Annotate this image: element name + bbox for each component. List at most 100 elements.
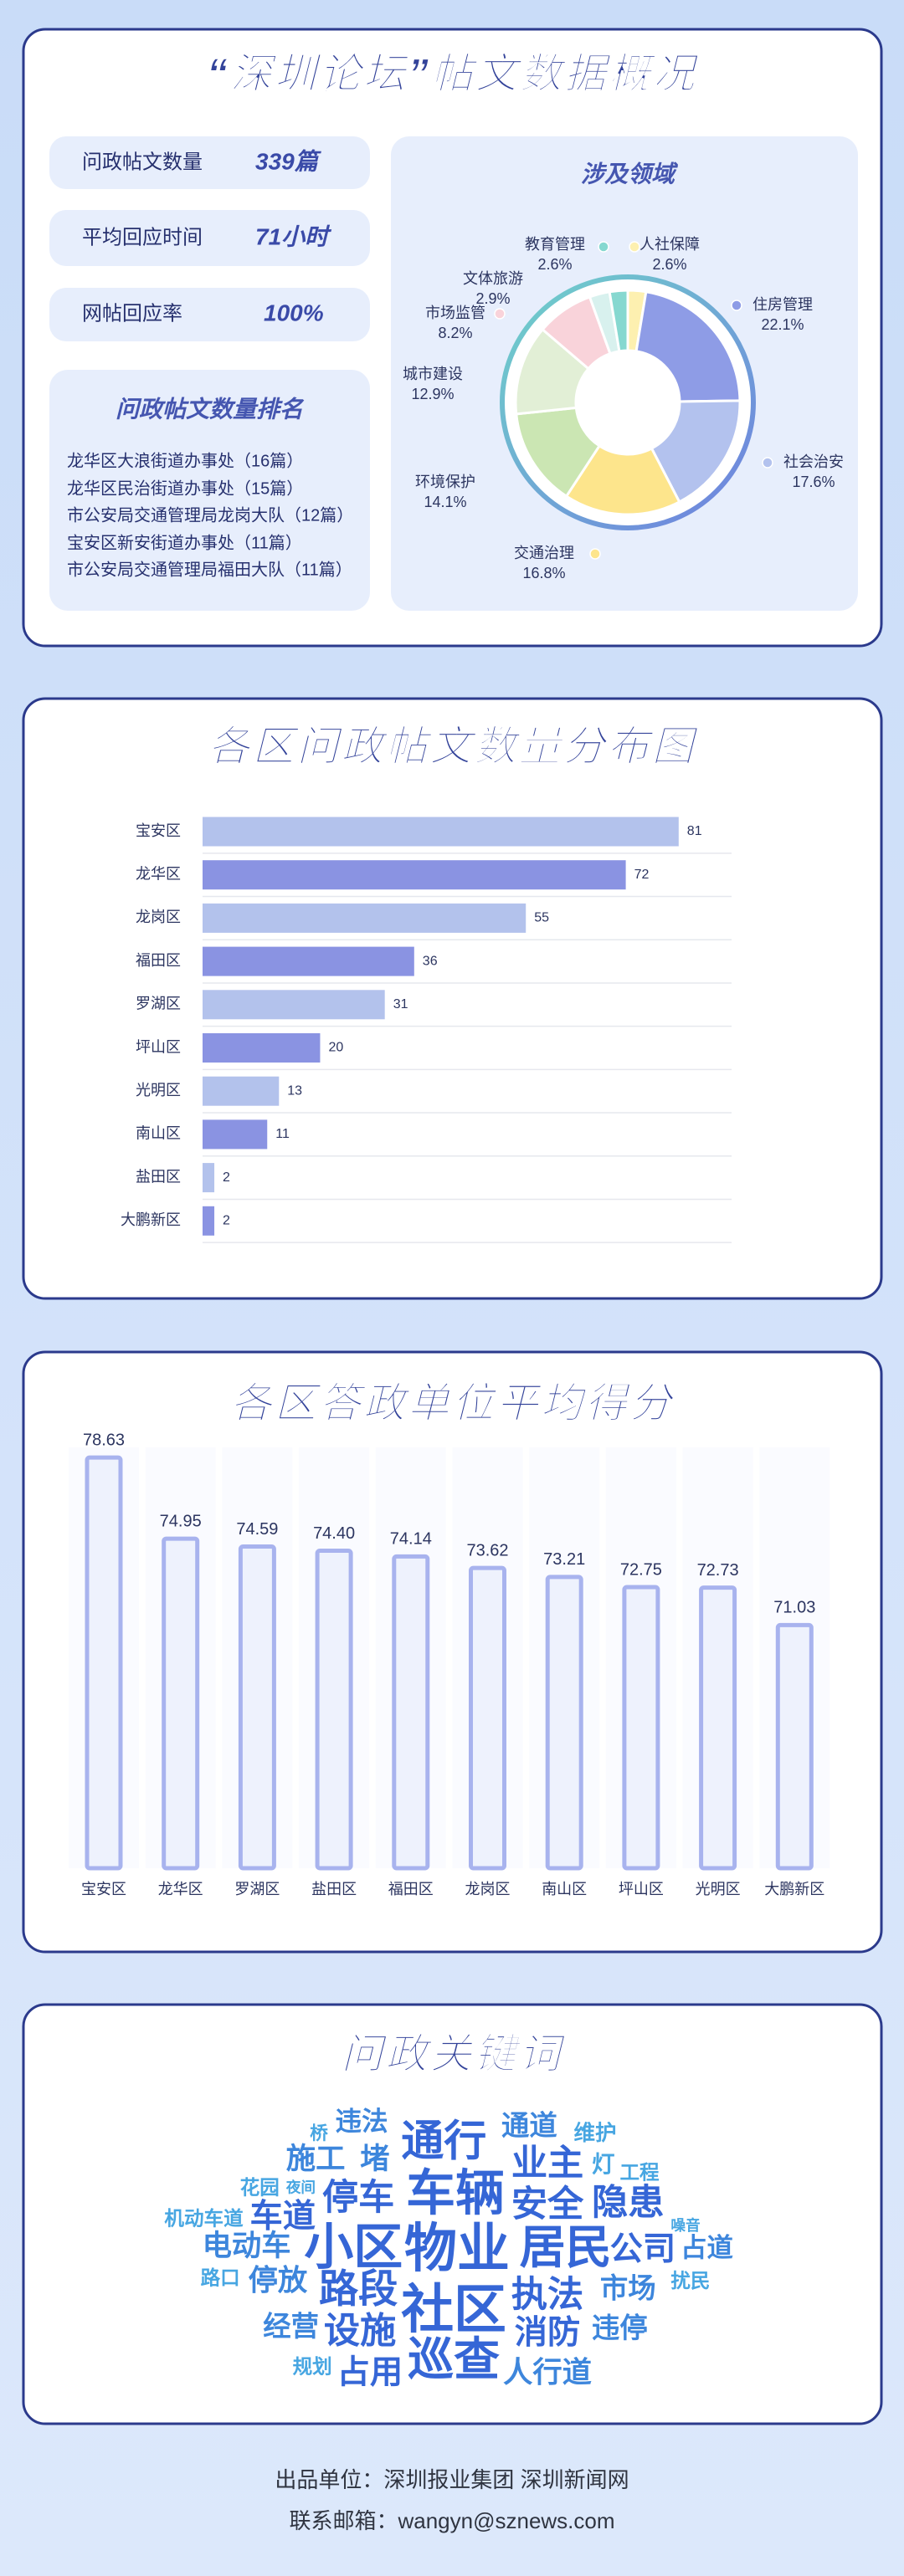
- stat-box: [49, 136, 370, 189]
- bar: [203, 1163, 215, 1193]
- bar: [85, 1455, 123, 1871]
- label-dot: [731, 300, 742, 311]
- keyword: 人行道: [503, 2356, 592, 2389]
- data-label: 73.62: [466, 1541, 508, 1559]
- stat-value: 100%: [264, 300, 324, 325]
- bar: [203, 1206, 215, 1236]
- bar: [203, 903, 526, 933]
- pie-value-label: 17.6%: [792, 474, 835, 490]
- keyword: 社区: [401, 2281, 506, 2339]
- keyword: 噪音: [670, 2216, 701, 2234]
- data-label: 11: [275, 1127, 290, 1141]
- keyword: 路段: [319, 2266, 398, 2311]
- pie-slice: [564, 443, 681, 516]
- data-label: 13: [287, 1083, 302, 1098]
- x-tick-label: 光明区: [696, 1881, 741, 1897]
- x-tick-label: 盐田区: [311, 1881, 357, 1897]
- pie-value-label: 2.6%: [652, 256, 686, 273]
- keyword: 夜间: [285, 2179, 316, 2196]
- bar: [162, 1536, 200, 1871]
- y-tick-label: 盐田区: [136, 1168, 181, 1185]
- data-label: 2: [223, 1170, 230, 1185]
- keyword: 安全: [511, 2184, 584, 2225]
- keyword: 消防: [515, 2314, 581, 2351]
- x-tick-label: 福田区: [388, 1881, 434, 1897]
- pie-label: 住房管理: [752, 296, 813, 313]
- ranking-item: 龙华区大浪街道办事处（16篇）: [67, 451, 303, 470]
- data-label: 71.03: [773, 1599, 815, 1617]
- pie-slice: [608, 289, 629, 353]
- data-label: 72.73: [697, 1561, 739, 1580]
- keyword: 执法: [511, 2275, 583, 2315]
- keyword: 扰民: [670, 2270, 710, 2292]
- ranking-box: [49, 370, 370, 611]
- keyword: 规划: [293, 2355, 332, 2377]
- bar: [622, 1585, 660, 1871]
- y-tick-label: 大鹏新区: [121, 1211, 181, 1228]
- stat-box: [49, 288, 370, 341]
- data-label: 74.14: [390, 1530, 432, 1549]
- data-label: 78.63: [83, 1431, 125, 1449]
- pie-value-label: 16.8%: [522, 565, 565, 581]
- pie-label: 人社保障: [639, 236, 700, 253]
- keyword: 居民: [520, 2221, 612, 2273]
- keyword: 占道: [681, 2233, 733, 2262]
- keyword: 设施: [324, 2311, 396, 2351]
- label-dot: [494, 308, 506, 320]
- bar: [203, 1076, 280, 1106]
- keyword: 市场: [600, 2273, 656, 2305]
- data-label: 2: [223, 1214, 230, 1228]
- ranking-item: 市公安局交通管理局龙岗大队（12篇）: [67, 505, 353, 525]
- stat-value: 339篇: [255, 148, 322, 174]
- pie-slice: [634, 290, 742, 403]
- data-label: 73.21: [543, 1550, 585, 1569]
- chart-title: 各区问政帖文数量分布图: [208, 723, 700, 770]
- pie-label: 教育管理: [525, 236, 585, 253]
- x-tick-label: 罗湖区: [234, 1881, 280, 1897]
- label-dot: [589, 548, 601, 560]
- y-tick-label: 龙华区: [136, 865, 181, 882]
- x-tick-label: 龙华区: [158, 1881, 203, 1897]
- keyword: 工程: [619, 2162, 660, 2184]
- bar: [203, 990, 385, 1020]
- pie-value-label: 2.9%: [475, 290, 510, 307]
- footer: 联系邮箱：wangyn@sznews.com: [289, 2508, 614, 2533]
- bar: [545, 1575, 583, 1871]
- keyword: 经营: [263, 2312, 319, 2343]
- y-tick-label: 坪山区: [136, 1038, 181, 1055]
- keyword: 违法: [336, 2107, 388, 2136]
- chart-title: 各区答政单位平均得分: [230, 1380, 676, 1426]
- panel: [22, 2003, 883, 2425]
- label-dot: [598, 241, 609, 253]
- keyword: 通道: [501, 2111, 557, 2142]
- keyword: 停车: [322, 2178, 394, 2218]
- pie-value-label: 2.6%: [537, 256, 572, 273]
- data-label: 36: [423, 954, 438, 968]
- ranking-item: 宝安区新安街道办事处（11篇）: [67, 533, 302, 552]
- keyword: 车辆: [406, 2166, 505, 2220]
- pie-value-label: 22.1%: [761, 316, 804, 333]
- x-tick-label: 坪山区: [619, 1881, 664, 1897]
- keyword: 隐患: [592, 2183, 664, 2223]
- data-label: 72.75: [620, 1560, 662, 1579]
- bar: [203, 860, 626, 890]
- data-label: 81: [687, 824, 702, 838]
- keyword: 公司: [610, 2230, 676, 2267]
- x-tick-label: 龙岗区: [465, 1881, 511, 1897]
- keyword: 桥: [310, 2123, 328, 2143]
- keyword: 施工: [286, 2143, 346, 2175]
- section-title: 问政关键词: [342, 2031, 568, 2077]
- bar: [238, 1544, 276, 1871]
- data-label: 55: [534, 911, 549, 925]
- keyword: 电动车: [203, 2230, 291, 2262]
- bar: [203, 817, 679, 847]
- label-dot: [762, 457, 773, 469]
- keyword: 小区: [304, 2220, 403, 2275]
- chart-title: 涉及领域: [581, 161, 679, 187]
- pie-label: 社会治安: [783, 453, 844, 470]
- keyword: 占用: [337, 2353, 403, 2390]
- data-label: 31: [393, 997, 408, 1011]
- stat-label: 网帖回应率: [82, 302, 182, 325]
